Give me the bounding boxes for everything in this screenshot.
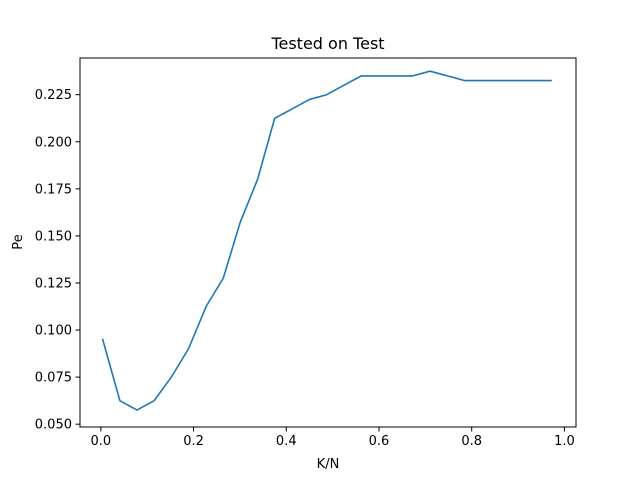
y-tick-label: 0.150 [35,229,72,244]
x-tick-label: 0.4 [276,434,297,449]
y-axis: 0.050 0.075 0.100 0.125 0.150 0.175 0.200 0.225 [35,88,80,433]
x-tick-label: 0.0 [91,434,112,449]
plot-area [80,58,576,427]
y-axis-title: Pe [11,234,26,249]
axes-frame [79,57,577,428]
y-tick-label: 0.075 [35,371,72,386]
x-tick-label: 0.2 [183,434,204,449]
y-tick-label: 0.225 [35,88,72,103]
x-tick-label: 0.6 [369,434,390,449]
series-layer [101,70,552,411]
y-tick-label: 0.125 [35,276,72,291]
y-tick-label: 0.100 [35,324,72,339]
x-axis: 0.0 0.2 0.4 0.6 0.8 1.0 [91,427,575,449]
y-tick-label: 0.175 [35,182,72,197]
y-tick-label: 0.200 [35,135,72,150]
x-tick-label: 1.0 [554,434,575,449]
x-tick-label: 0.8 [461,434,482,449]
x-axis-title: K/N [317,457,340,472]
y-tick-label: 0.050 [35,418,72,433]
series-line [101,70,552,411]
chart-title: Tested on Test [270,34,384,53]
